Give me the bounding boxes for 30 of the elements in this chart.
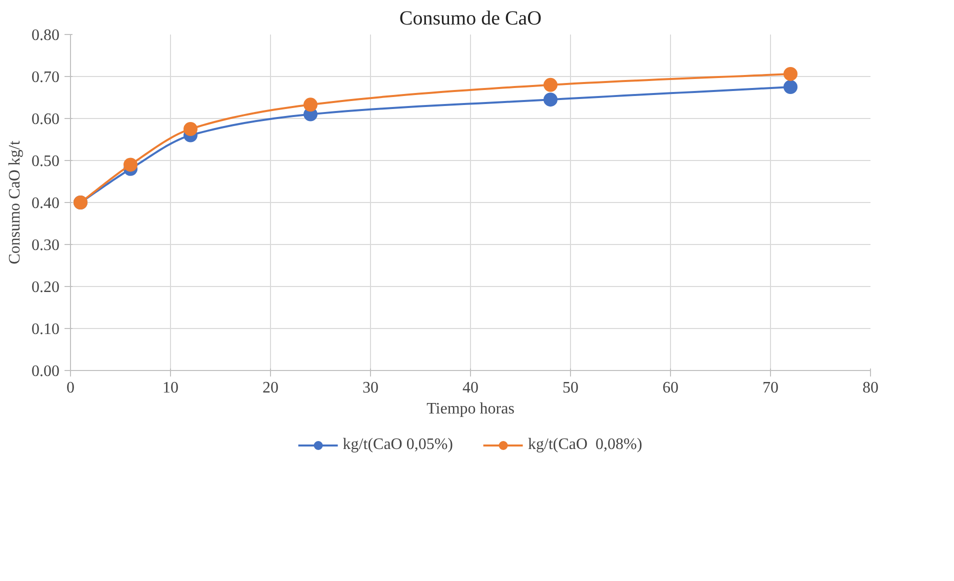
x-tick-label: 50 <box>562 380 578 396</box>
x-tick-label: 60 <box>662 380 678 396</box>
point <box>544 92 558 107</box>
y-tick-label: 0.70 <box>32 69 60 86</box>
y-tick-label: 0.20 <box>32 279 60 296</box>
point <box>304 98 318 112</box>
x-tick-label: 0 <box>66 380 74 396</box>
legend-label: kg/t(CaO 0,08%) <box>528 436 642 454</box>
y-tick-label: 0.60 <box>32 111 60 128</box>
point <box>784 80 798 94</box>
x-tick-label: 70 <box>762 380 778 396</box>
point <box>544 78 558 92</box>
y-tick-label: 0.40 <box>32 195 60 212</box>
x-tick-label: 10 <box>162 380 178 396</box>
y-tick-label: 0.80 <box>32 27 60 44</box>
y-axis-title: Consumo CaO kg/t <box>6 140 24 264</box>
x-tick-label: 80 <box>862 380 878 396</box>
x-tick-label: 40 <box>462 380 478 396</box>
point <box>184 122 198 136</box>
x-axis-title: Tiempo horas <box>426 400 514 418</box>
chart-title: Consumo de CaO <box>399 8 542 30</box>
x-tick-label: 20 <box>262 380 278 396</box>
legend-label: kg/t(CaO 0,05%) <box>342 436 453 454</box>
x-tick-label: 30 <box>362 380 378 396</box>
point <box>124 158 138 172</box>
y-tick-label: 0.50 <box>32 153 60 170</box>
y-tick-label: 0.00 <box>32 363 60 380</box>
y-tick-label: 0.10 <box>32 321 60 338</box>
point <box>784 66 798 81</box>
y-tick-label: 0.30 <box>32 237 60 254</box>
